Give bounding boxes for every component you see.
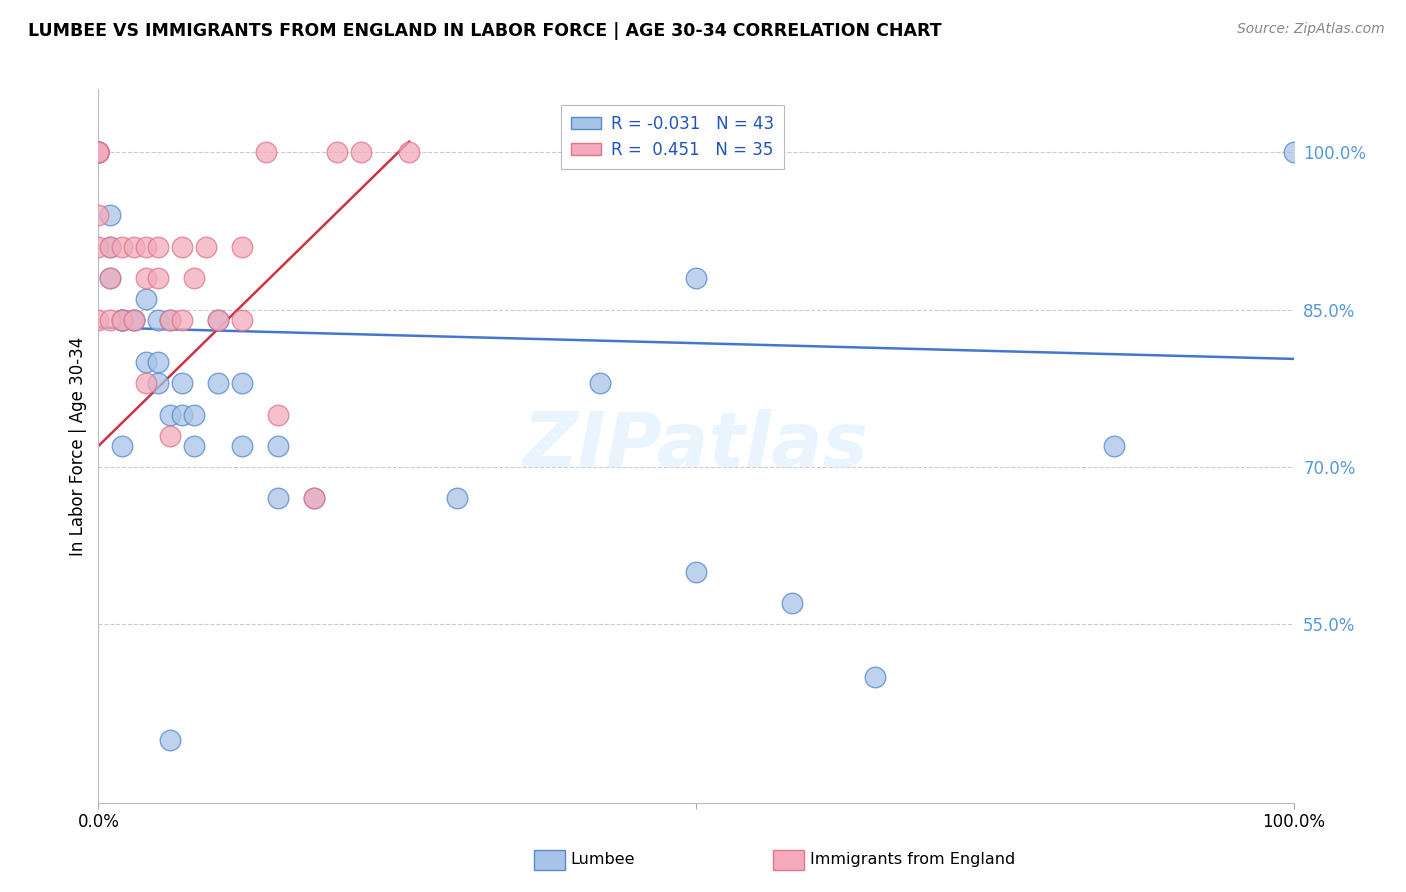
Point: [98, 239, 122, 253]
Point: [446, 491, 468, 506]
Point: [172, 408, 194, 422]
Point: [231, 439, 253, 453]
Point: [135, 239, 157, 253]
Point: [87, 145, 110, 160]
Point: [863, 670, 886, 684]
Text: ZIPatlas: ZIPatlas: [523, 409, 869, 483]
Text: LUMBEE VS IMMIGRANTS FROM ENGLAND IN LABOR FORCE | AGE 30-34 CORRELATION CHART: LUMBEE VS IMMIGRANTS FROM ENGLAND IN LAB…: [28, 22, 942, 40]
Point: [194, 239, 217, 253]
Point: [135, 292, 157, 306]
Point: [87, 145, 110, 160]
Point: [87, 145, 110, 160]
Point: [267, 491, 290, 506]
Point: [111, 313, 134, 327]
Point: [124, 313, 146, 327]
Point: [98, 271, 122, 285]
Text: Immigrants from England: Immigrants from England: [810, 853, 1015, 867]
Point: [398, 145, 420, 160]
Point: [685, 565, 707, 579]
Point: [172, 376, 194, 390]
Point: [87, 145, 110, 160]
Point: [231, 376, 253, 390]
Point: [111, 439, 134, 453]
Point: [135, 355, 157, 369]
Point: [267, 408, 290, 422]
Point: [326, 145, 349, 160]
Point: [98, 313, 122, 327]
Point: [135, 376, 157, 390]
Point: [207, 376, 229, 390]
Point: [87, 145, 110, 160]
Point: [124, 313, 146, 327]
Point: [1102, 439, 1125, 453]
Point: [87, 145, 110, 160]
Point: [87, 313, 110, 327]
Point: [159, 313, 181, 327]
Point: [148, 271, 170, 285]
Point: [267, 439, 290, 453]
Point: [148, 313, 170, 327]
Legend: R = -0.031   N = 43, R =  0.451   N = 35: R = -0.031 N = 43, R = 0.451 N = 35: [561, 104, 785, 169]
Point: [87, 239, 110, 253]
Point: [159, 732, 181, 747]
Text: Source: ZipAtlas.com: Source: ZipAtlas.com: [1237, 22, 1385, 37]
Point: [207, 313, 229, 327]
Point: [159, 313, 181, 327]
Point: [111, 313, 134, 327]
Point: [148, 355, 170, 369]
Point: [183, 408, 205, 422]
Point: [111, 313, 134, 327]
Point: [172, 313, 194, 327]
Point: [207, 313, 229, 327]
Point: [111, 313, 134, 327]
Point: [302, 491, 325, 506]
Point: [124, 313, 146, 327]
Point: [231, 313, 253, 327]
Point: [159, 408, 181, 422]
Point: [685, 271, 707, 285]
Point: [159, 428, 181, 442]
Point: [98, 208, 122, 222]
Point: [1282, 145, 1305, 160]
Point: [350, 145, 373, 160]
Point: [148, 376, 170, 390]
Point: [87, 145, 110, 160]
Point: [87, 145, 110, 160]
Point: [135, 271, 157, 285]
Point: [87, 145, 110, 160]
Point: [87, 208, 110, 222]
Y-axis label: In Labor Force | Age 30-34: In Labor Force | Age 30-34: [69, 336, 87, 556]
Point: [148, 239, 170, 253]
Text: Lumbee: Lumbee: [571, 853, 636, 867]
Point: [87, 145, 110, 160]
Point: [254, 145, 277, 160]
Point: [589, 376, 612, 390]
Point: [98, 239, 122, 253]
Point: [231, 239, 253, 253]
Point: [111, 239, 134, 253]
Point: [780, 596, 803, 610]
Point: [302, 491, 325, 506]
Point: [124, 239, 146, 253]
Point: [111, 313, 134, 327]
Point: [87, 145, 110, 160]
Point: [183, 439, 205, 453]
Point: [183, 271, 205, 285]
Point: [172, 239, 194, 253]
Point: [98, 271, 122, 285]
